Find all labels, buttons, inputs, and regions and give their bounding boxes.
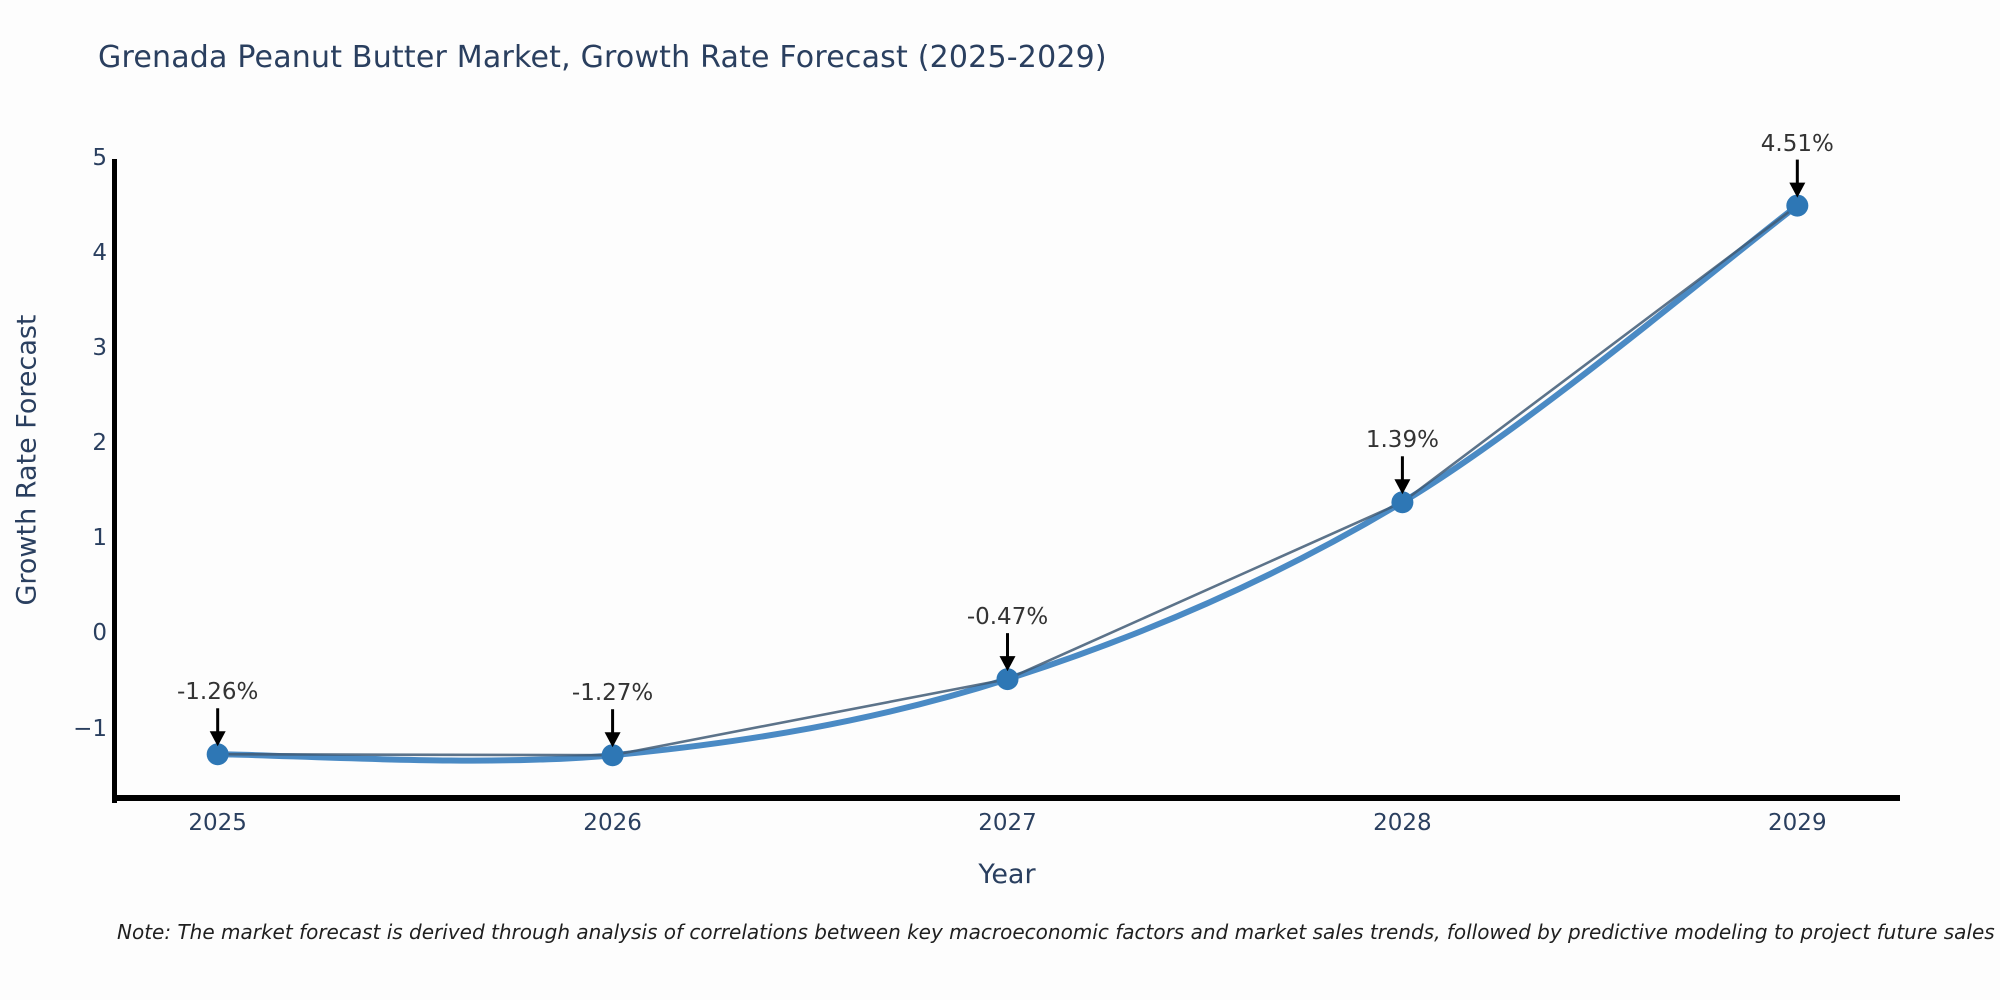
annotation-arrow-head	[999, 656, 1016, 672]
point-annotation-label: 4.51%	[1760, 130, 1834, 157]
point-annotation-label: -1.26%	[176, 679, 259, 706]
annotation-arrow-head	[1394, 479, 1411, 495]
footnote: Note: The market forecast is derived thr…	[117, 920, 1995, 944]
y-tick-label: 0	[92, 620, 107, 647]
point-annotation-label: 1.39%	[1365, 427, 1439, 454]
data-point-marker	[206, 743, 229, 766]
x-axis-title: Year	[978, 859, 1036, 890]
point-annotation-label: -0.47%	[966, 604, 1049, 631]
annotation-arrow-head	[604, 732, 621, 748]
x-axis-line	[112, 795, 1900, 801]
y-axis-line	[112, 159, 117, 803]
annotation-arrow-head	[209, 731, 226, 747]
y-tick-label: −1	[73, 715, 107, 742]
data-point-marker	[1786, 194, 1809, 217]
x-tick-label: 2026	[583, 810, 642, 836]
y-tick-label: 2	[92, 430, 107, 457]
x-tick-label: 2029	[1768, 810, 1827, 836]
chart-title: Grenada Peanut Butter Market, Growth Rat…	[98, 40, 1107, 75]
x-tick-label: 2025	[188, 810, 247, 836]
y-tick-label: 1	[92, 525, 107, 552]
x-tick-label: 2027	[978, 810, 1037, 836]
y-tick-label: 4	[92, 240, 107, 267]
annotation-arrow-head	[1789, 182, 1806, 198]
data-point-marker	[996, 668, 1019, 691]
x-tick-label: 2028	[1373, 810, 1432, 836]
y-tick-label: 3	[92, 335, 107, 362]
data-point-marker	[1391, 491, 1414, 514]
y-tick-label: 5	[92, 145, 107, 171]
data-point-marker	[601, 744, 624, 767]
point-annotation-label: -1.27%	[571, 680, 654, 707]
